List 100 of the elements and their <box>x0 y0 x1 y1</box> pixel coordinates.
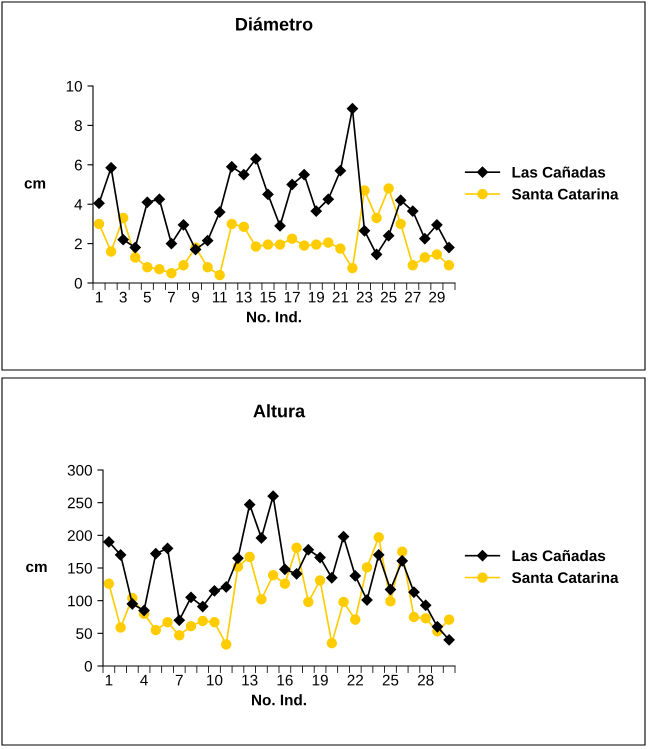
point <box>209 617 220 628</box>
x-axis-title: No. Ind. <box>247 311 301 322</box>
point <box>408 586 420 598</box>
point <box>185 592 197 604</box>
point <box>310 205 322 217</box>
point <box>350 570 361 582</box>
point <box>407 205 418 217</box>
point <box>396 555 408 566</box>
point <box>361 594 373 606</box>
legend-label: Las Cañadas <box>512 550 606 562</box>
point <box>326 638 338 648</box>
point <box>395 194 406 206</box>
point <box>362 562 372 573</box>
point <box>383 230 394 242</box>
point <box>274 239 286 250</box>
y-tick-label: 100 <box>68 596 92 606</box>
x-tick-label: 17 <box>284 292 300 302</box>
point <box>338 531 350 542</box>
point <box>174 630 184 640</box>
chart-title: Altura <box>253 404 306 418</box>
y-tick-label: 10 <box>66 80 82 92</box>
point <box>311 239 322 250</box>
x-tick-label: 13 <box>242 674 258 686</box>
point <box>178 260 189 270</box>
point <box>444 634 455 646</box>
x-tick-label: 11 <box>212 292 227 302</box>
x-tick-label: 29 <box>429 292 445 303</box>
point <box>174 614 185 626</box>
point <box>298 240 310 251</box>
point <box>323 237 334 248</box>
y-tick-label: 50 <box>76 628 92 640</box>
point <box>358 225 370 236</box>
point <box>118 234 129 246</box>
point <box>232 552 244 564</box>
point <box>419 233 430 244</box>
x-tick-label: 4 <box>140 674 148 686</box>
point <box>431 219 443 230</box>
y-tick-label: 8 <box>74 120 82 132</box>
point <box>374 532 384 542</box>
x-tick-label: 5 <box>144 292 151 303</box>
point <box>279 564 290 575</box>
x-tick-label: 16 <box>278 674 293 686</box>
x-tick-label: 10 <box>207 674 222 686</box>
point <box>154 194 165 205</box>
y-tick-label: 150 <box>68 562 92 574</box>
x-tick-label: 1 <box>106 674 112 686</box>
x-tick-label: 23 <box>356 292 372 303</box>
point <box>105 162 117 174</box>
x-tick-label: 13 <box>236 292 252 303</box>
x-tick-label: 25 <box>380 292 396 303</box>
point <box>94 218 104 230</box>
point <box>93 198 105 209</box>
point <box>166 238 178 250</box>
y-tick-label: 200 <box>68 530 92 542</box>
y-tick-label: 0 <box>74 278 82 289</box>
point <box>226 161 238 172</box>
point <box>208 585 220 596</box>
x-tick-label: 22 <box>348 674 363 686</box>
x-tick-label: 21 <box>332 292 348 302</box>
point <box>370 248 382 260</box>
point <box>314 552 326 564</box>
y-tick-label: 6 <box>74 160 82 170</box>
point <box>420 252 430 263</box>
point <box>202 262 213 272</box>
point <box>130 242 141 254</box>
point <box>198 616 208 626</box>
point <box>444 260 454 270</box>
point <box>150 548 162 560</box>
point <box>396 546 408 557</box>
x-tick-label: 1 <box>96 292 103 302</box>
point <box>142 196 153 208</box>
x-tick-label: 27 <box>405 292 420 302</box>
point <box>214 206 226 218</box>
point <box>220 581 232 593</box>
point <box>314 575 326 586</box>
point <box>385 596 396 607</box>
point <box>346 103 358 114</box>
y-tick-label: 300 <box>68 464 92 476</box>
point <box>162 542 174 554</box>
point <box>250 241 262 252</box>
x-tick-label: 28 <box>418 674 434 686</box>
point <box>126 598 138 610</box>
y-axis-title: cm <box>24 180 46 189</box>
x-tick-label: 7 <box>168 292 175 302</box>
x-tick-label: 9 <box>192 292 200 303</box>
point <box>371 212 382 224</box>
point <box>322 194 334 205</box>
point <box>103 536 114 548</box>
point <box>114 549 126 561</box>
point <box>268 570 278 580</box>
point <box>291 542 302 553</box>
point <box>256 594 267 605</box>
point <box>186 620 196 632</box>
point <box>154 264 165 274</box>
point <box>408 612 420 622</box>
point <box>350 614 360 625</box>
point <box>444 614 454 625</box>
point <box>197 600 208 612</box>
point <box>256 532 268 544</box>
point <box>106 246 116 257</box>
